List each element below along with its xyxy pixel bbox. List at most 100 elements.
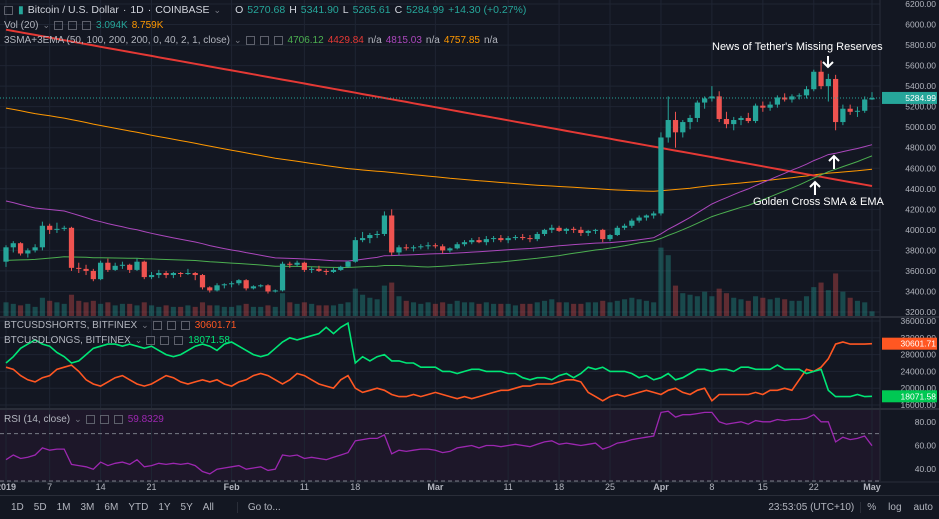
settings-icon[interactable] [259,36,269,45]
price-axis-label: 5800.00 [905,40,936,50]
annotation-golden-cross[interactable]: Golden Cross SMA & EMA [753,196,884,208]
time-axis-label: 25 [605,482,615,492]
price-axis-label: 5400.00 [905,81,936,91]
visibility-icon[interactable] [54,21,64,30]
volume-bar [229,306,235,316]
log-toggle[interactable]: log [888,502,902,513]
volume-bar [869,311,875,316]
candle-body [862,99,868,111]
volume-bar [447,303,453,316]
symbol-interval[interactable]: 1D [130,4,144,16]
volume-bar [3,302,9,316]
chevron-down-icon[interactable]: ⌄ [134,335,143,345]
timeframe-5d[interactable]: 5D [33,502,47,513]
percent-toggle[interactable]: % [860,502,882,513]
clock: 23:53:05 (UTC+10) [768,502,855,513]
time-axis-label: 15 [758,482,768,492]
candle-body [105,262,111,270]
candle-body [228,283,235,285]
timeframe-1d[interactable]: 1D [11,502,24,513]
chevron-down-icon[interactable]: ⌄ [213,4,222,15]
time-axis-label: 11 [503,482,512,492]
visibility-icon[interactable] [146,336,156,345]
volume-bar [745,300,751,316]
goto-button[interactable]: Go to... [236,502,281,513]
candle-body [61,227,67,229]
visibility-icon[interactable] [245,36,255,45]
volume-bar [483,302,489,316]
volume-bar [454,300,460,316]
candle-body [156,272,162,276]
ma-value-4: 4815.03 [385,35,422,46]
volume-bar [629,297,635,316]
time-axis-label: Feb [224,482,241,492]
settings-icon[interactable] [68,21,78,30]
collapse-toggle-icon[interactable] [4,5,13,15]
ls-axis-label: 16000.00 [901,400,937,410]
candle-body [389,215,395,253]
visibility-icon[interactable] [85,415,95,424]
close-icon[interactable] [113,415,123,424]
timeframe-5y[interactable]: 5Y [180,502,193,513]
chevron-down-icon[interactable]: ⌄ [74,414,82,424]
volume-bar [127,303,133,316]
volume-bar [39,297,45,316]
volume-label[interactable]: Vol (20) [4,20,39,31]
symbol-name[interactable]: Bitcoin / U.S. Dollar [27,4,119,16]
candles [3,60,875,294]
candle-body [39,225,46,248]
time-axis-label: 21 [147,482,157,492]
symbol-exchange[interactable]: COINBASE [155,4,210,16]
candle-body [716,96,722,119]
close-icon[interactable] [174,336,184,345]
candle-body [447,248,453,251]
volume-bar [221,306,227,316]
close-icon[interactable] [180,321,190,330]
candle-body [789,96,795,100]
chart-stage[interactable]: 6200.00 6000.00 5800.00 5600.00 5400.00 5200.… [0,0,939,495]
longs-label[interactable]: BTCUSDLONGS, BITFINEX [4,335,131,346]
volume-bar [32,306,38,316]
candle-body [498,238,504,241]
ls-axis-label: 28000.00 [901,350,937,360]
settings-icon[interactable] [99,415,109,424]
close-icon[interactable] [273,36,283,45]
candle-body [221,284,227,286]
candle-body [607,235,613,240]
ma-label[interactable]: 3SMA+3EMA (50, 100, 200, 200, 0, 40, 2, … [4,35,230,46]
settings-icon[interactable] [160,336,170,345]
timeframe-ytd[interactable]: YTD [128,502,149,513]
chevron-down-icon[interactable]: ⌄ [233,35,242,45]
candle-body [112,265,118,270]
candle-body [170,272,176,276]
time-axis-label: 8 [709,482,714,492]
volume-bars [3,247,875,316]
candle-body [316,268,322,271]
annotation-tether[interactable]: News of Tether's Missing Reserves [712,41,883,53]
rsi-legend: RSI (14, close) ⌄ 59.8329 [4,414,164,425]
time-axis-label: Mar [427,482,444,492]
chevron-down-icon[interactable]: ⌄ [141,320,149,330]
volume-bar [330,305,337,316]
time-axis-label: 11 [300,482,309,492]
timeframe-1m[interactable]: 1M [56,502,71,513]
volume-bar [396,296,402,316]
auto-toggle[interactable]: auto [913,502,933,513]
visibility-icon[interactable] [152,321,162,330]
volume-bar [534,302,540,316]
close-icon[interactable] [82,21,92,30]
timeframe-all[interactable]: All [202,502,214,513]
settings-icon[interactable] [166,321,176,330]
candle-body [250,286,257,289]
rsi-label[interactable]: RSI (14, close) [4,414,71,425]
timeframe-3m[interactable]: 3M [80,502,95,513]
shorts-label[interactable]: BTCUSDSHORTS, BITFINEX [4,320,138,331]
chevron-down-icon[interactable]: ⌄ [42,20,51,30]
volume-bar [680,293,686,316]
shorts-tag: 30601.71 [901,339,937,349]
timeframe-6m[interactable]: 6M [104,502,119,513]
timeframe-1y[interactable]: 1Y [158,502,171,513]
candle-body [309,268,315,270]
golden-cross-arrow-icon-head [809,180,821,188]
candle-body [483,239,489,243]
